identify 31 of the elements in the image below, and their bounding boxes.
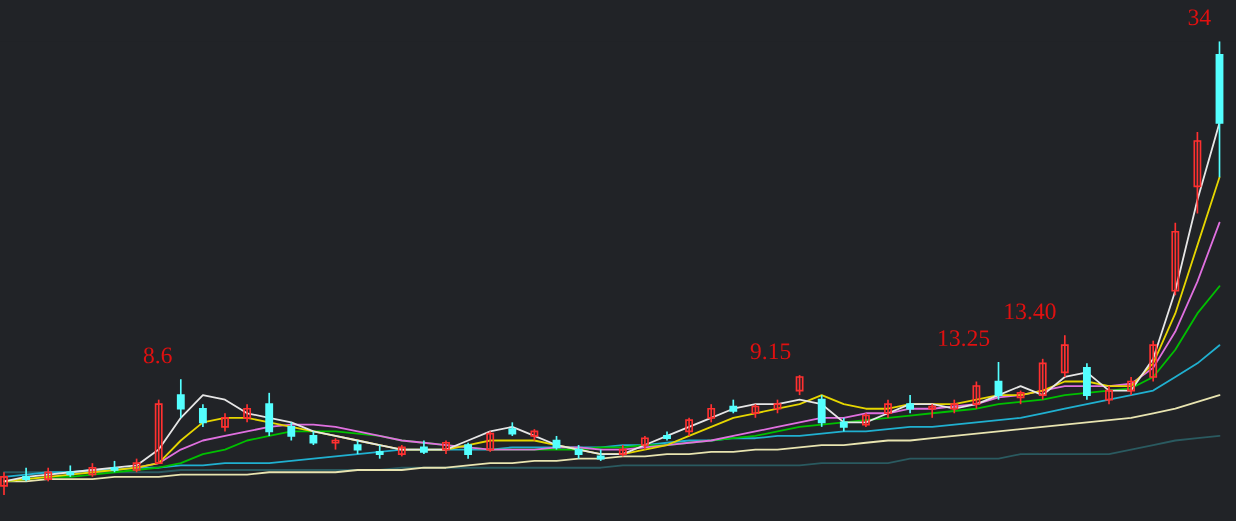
text: 34 (1188, 9, 1211, 26)
candlestick (1193, 131, 1202, 215)
candlestick (1060, 334, 1069, 378)
candlestick (928, 403, 937, 419)
candlestick (972, 380, 981, 410)
candlestick (707, 403, 716, 424)
candlestick (817, 394, 826, 428)
candlestick (486, 430, 495, 453)
candlestick (994, 361, 1003, 401)
text: 13.25 (939, 330, 990, 347)
candlestick (221, 412, 229, 433)
candlestick (0, 471, 8, 495)
candlestick (861, 412, 870, 428)
candlestick (176, 378, 185, 419)
candlestick (1149, 339, 1158, 383)
candlestick (154, 398, 163, 465)
candlestick (685, 416, 694, 437)
candlestick (884, 398, 892, 419)
candlestick (795, 374, 804, 396)
candlestick (442, 439, 450, 455)
candlestick (1127, 376, 1136, 396)
candlestick (198, 403, 207, 428)
text: 13.40 (1005, 303, 1056, 320)
candlestick (1105, 385, 1113, 406)
text: 8.6 (143, 347, 172, 364)
text: 9.15 (750, 343, 791, 360)
candlestick (906, 394, 915, 415)
candlestick (243, 403, 252, 424)
candlestick (287, 421, 296, 442)
candlestick (1038, 357, 1047, 401)
candlestick (1171, 221, 1180, 297)
